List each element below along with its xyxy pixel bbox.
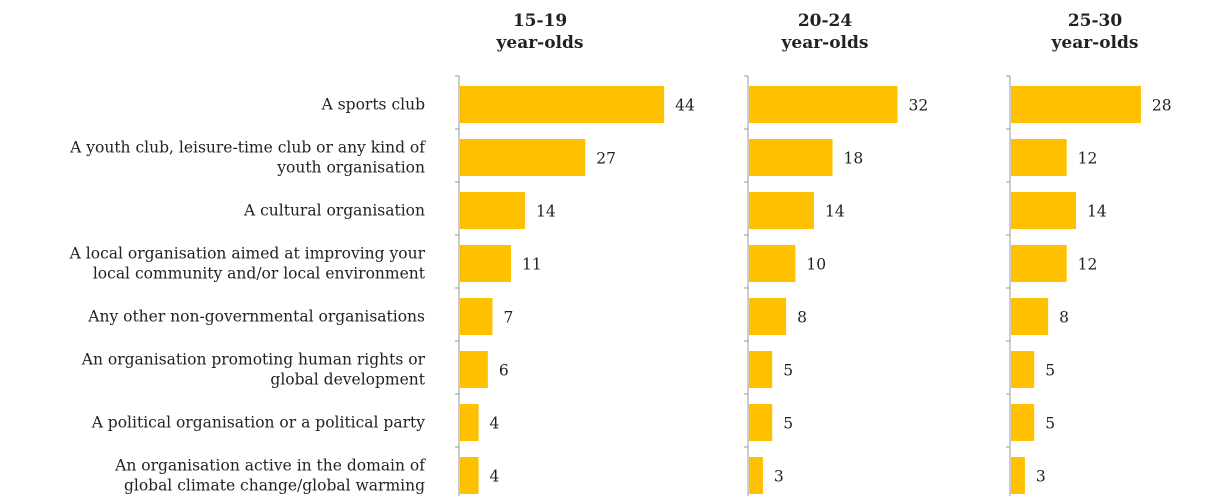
category-label: A cultural organisation <box>243 202 425 220</box>
bar <box>749 298 787 335</box>
bar <box>749 351 773 388</box>
category-label: Any other non-governmental organisations <box>87 308 425 326</box>
category-label: A political organisation or a political … <box>91 414 426 432</box>
data-label: 14 <box>536 203 556 221</box>
panel-title: 20-24 <box>798 11 853 31</box>
data-label: 7 <box>503 309 513 327</box>
data-label: 4 <box>490 415 500 433</box>
bar <box>749 245 796 282</box>
category-label: An organisation promoting human rights o… <box>81 351 426 369</box>
bar <box>1011 457 1025 494</box>
data-label: 5 <box>783 362 793 380</box>
data-label: 28 <box>1152 97 1172 115</box>
bar <box>460 298 493 335</box>
bar <box>460 351 488 388</box>
bar <box>460 86 665 123</box>
panel-title: 25-30 <box>1068 11 1123 31</box>
data-label: 14 <box>1087 203 1107 221</box>
bar <box>1011 245 1067 282</box>
bar <box>749 404 773 441</box>
data-label: 5 <box>1045 362 1055 380</box>
bar <box>1011 139 1067 176</box>
data-label: 11 <box>522 256 542 274</box>
category-label: youth organisation <box>276 159 425 177</box>
category-label: global climate change/global warming <box>124 477 425 495</box>
data-label: 8 <box>797 309 807 327</box>
category-label: global development <box>270 371 425 389</box>
panel-title: year-olds <box>496 33 584 53</box>
bar <box>460 192 525 229</box>
data-label: 10 <box>806 256 826 274</box>
bar <box>460 245 512 282</box>
bar <box>749 192 814 229</box>
category-label: A sports club <box>321 96 425 114</box>
bar <box>460 457 479 494</box>
category-label: A youth club, leisure-time club or any k… <box>69 139 426 157</box>
data-label: 27 <box>596 150 616 168</box>
data-label: 3 <box>1036 468 1046 486</box>
bar <box>460 404 479 441</box>
data-label: 5 <box>783 415 793 433</box>
data-label: 5 <box>1045 415 1055 433</box>
bar <box>1011 86 1141 123</box>
data-label: 12 <box>1078 256 1098 274</box>
bar <box>749 457 763 494</box>
data-label: 32 <box>908 97 928 115</box>
data-label: 8 <box>1059 309 1069 327</box>
panel-title: year-olds <box>1051 33 1139 53</box>
data-label: 18 <box>844 150 864 168</box>
category-label: local community and/or local environment <box>93 265 426 283</box>
panel-title: year-olds <box>781 33 869 53</box>
bar <box>460 139 586 176</box>
bar <box>1011 351 1035 388</box>
category-label: An organisation active in the domain of <box>114 457 426 475</box>
panel-title: 15-19 <box>513 11 567 31</box>
data-label: 4 <box>490 468 500 486</box>
category-label: A local organisation aimed at improving … <box>69 245 426 263</box>
data-label: 14 <box>825 203 845 221</box>
data-label: 12 <box>1078 150 1098 168</box>
bar <box>1011 404 1035 441</box>
bar <box>1011 298 1049 335</box>
bar <box>1011 192 1076 229</box>
data-label: 6 <box>499 362 509 380</box>
bar <box>749 86 898 123</box>
data-label: 3 <box>774 468 784 486</box>
bar <box>749 139 833 176</box>
data-label: 44 <box>675 97 695 115</box>
